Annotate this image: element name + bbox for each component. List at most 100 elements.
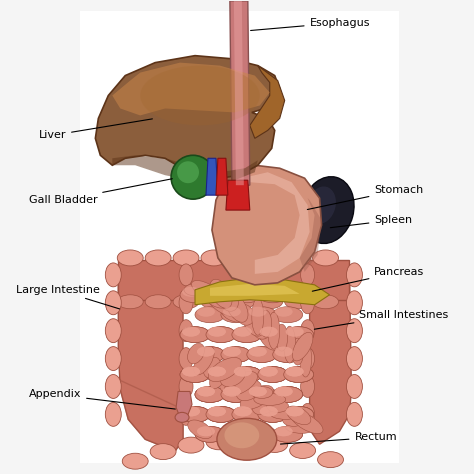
Ellipse shape [273, 426, 302, 442]
Ellipse shape [286, 366, 304, 376]
Polygon shape [250, 65, 285, 138]
Ellipse shape [249, 307, 267, 317]
Ellipse shape [180, 406, 210, 422]
Ellipse shape [201, 295, 227, 309]
Ellipse shape [285, 250, 310, 266]
Ellipse shape [197, 426, 215, 436]
Ellipse shape [234, 366, 252, 376]
Ellipse shape [179, 375, 193, 397]
Ellipse shape [197, 426, 215, 436]
Ellipse shape [195, 386, 225, 402]
Ellipse shape [235, 304, 255, 325]
Ellipse shape [270, 407, 301, 419]
Polygon shape [216, 158, 228, 195]
Ellipse shape [208, 366, 226, 376]
Polygon shape [118, 380, 183, 451]
Ellipse shape [180, 327, 210, 343]
Ellipse shape [249, 346, 267, 356]
Ellipse shape [258, 406, 288, 422]
Ellipse shape [232, 327, 262, 343]
Ellipse shape [284, 366, 314, 383]
Ellipse shape [234, 327, 252, 337]
Ellipse shape [219, 303, 244, 322]
Ellipse shape [208, 366, 226, 376]
Ellipse shape [179, 319, 193, 342]
Ellipse shape [284, 366, 314, 383]
Ellipse shape [346, 402, 363, 426]
Ellipse shape [197, 386, 215, 396]
Ellipse shape [182, 406, 200, 416]
Ellipse shape [262, 437, 288, 453]
Ellipse shape [184, 284, 206, 296]
Ellipse shape [219, 290, 238, 311]
Ellipse shape [286, 421, 318, 433]
Polygon shape [118, 270, 183, 451]
Ellipse shape [286, 406, 304, 416]
Ellipse shape [221, 386, 251, 402]
Text: Liver: Liver [38, 119, 153, 140]
Ellipse shape [275, 386, 292, 396]
Ellipse shape [273, 346, 302, 363]
Text: Pancreas: Pancreas [312, 267, 425, 291]
Ellipse shape [105, 291, 121, 315]
Ellipse shape [283, 414, 305, 426]
Ellipse shape [234, 406, 252, 416]
Ellipse shape [204, 290, 228, 308]
Polygon shape [118, 260, 349, 300]
Ellipse shape [182, 406, 200, 416]
Text: Small Intestines: Small Intestines [314, 310, 449, 329]
Ellipse shape [182, 406, 200, 416]
Ellipse shape [284, 287, 314, 303]
Ellipse shape [257, 250, 283, 266]
Ellipse shape [229, 250, 255, 266]
Ellipse shape [260, 366, 278, 376]
Ellipse shape [179, 264, 193, 286]
Ellipse shape [188, 343, 204, 364]
Ellipse shape [210, 279, 232, 308]
Ellipse shape [285, 295, 310, 309]
Ellipse shape [301, 319, 315, 342]
Ellipse shape [234, 434, 260, 449]
Polygon shape [195, 278, 329, 305]
Ellipse shape [240, 385, 273, 410]
Ellipse shape [284, 366, 314, 383]
Ellipse shape [286, 406, 304, 416]
Ellipse shape [195, 426, 225, 442]
Ellipse shape [301, 403, 315, 425]
Ellipse shape [275, 346, 292, 356]
Ellipse shape [284, 406, 314, 422]
Ellipse shape [249, 346, 267, 356]
Ellipse shape [188, 420, 212, 438]
Polygon shape [112, 155, 258, 182]
Ellipse shape [180, 327, 210, 343]
Ellipse shape [284, 406, 314, 422]
Ellipse shape [105, 346, 121, 371]
Ellipse shape [312, 295, 338, 309]
Ellipse shape [247, 386, 277, 402]
Ellipse shape [257, 321, 280, 350]
Ellipse shape [254, 393, 286, 405]
Ellipse shape [206, 327, 236, 343]
Ellipse shape [290, 411, 323, 434]
Ellipse shape [105, 263, 121, 287]
Ellipse shape [260, 287, 278, 297]
Ellipse shape [223, 386, 241, 396]
Ellipse shape [234, 287, 252, 297]
Ellipse shape [195, 386, 225, 402]
Ellipse shape [221, 386, 251, 402]
Ellipse shape [201, 250, 227, 266]
Ellipse shape [252, 298, 264, 335]
Ellipse shape [286, 366, 304, 376]
Ellipse shape [275, 307, 292, 317]
Ellipse shape [232, 327, 262, 343]
Polygon shape [300, 198, 321, 272]
Ellipse shape [260, 406, 278, 416]
Ellipse shape [260, 406, 278, 416]
Ellipse shape [197, 346, 215, 356]
Ellipse shape [197, 386, 215, 396]
Ellipse shape [249, 386, 267, 396]
Ellipse shape [191, 281, 224, 303]
Ellipse shape [182, 366, 200, 376]
Ellipse shape [312, 250, 338, 266]
Ellipse shape [221, 386, 251, 402]
